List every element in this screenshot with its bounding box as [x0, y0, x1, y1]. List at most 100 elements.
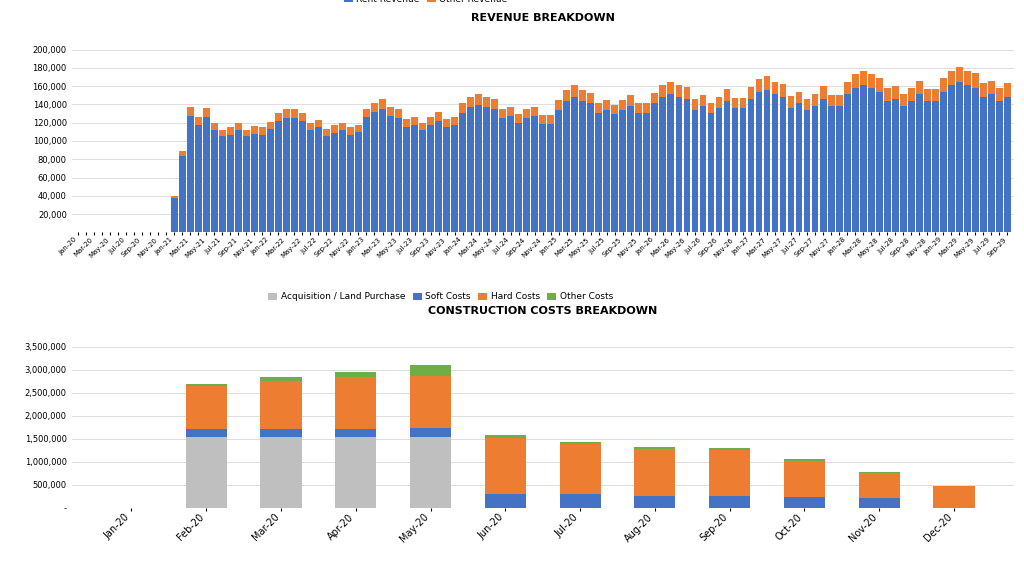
Bar: [403, 119, 410, 128]
Bar: [523, 109, 530, 118]
Bar: [812, 94, 818, 106]
Bar: [185, 429, 227, 437]
Bar: [307, 123, 313, 130]
Bar: [924, 89, 931, 101]
Bar: [683, 87, 690, 99]
Bar: [419, 130, 426, 233]
Bar: [507, 107, 514, 117]
Bar: [636, 113, 642, 233]
Bar: [395, 118, 402, 233]
Bar: [884, 88, 891, 101]
Bar: [335, 372, 377, 377]
Bar: [291, 109, 298, 118]
Bar: [427, 117, 434, 125]
Bar: [484, 438, 526, 494]
Bar: [379, 109, 386, 233]
Bar: [443, 128, 450, 233]
Bar: [787, 108, 795, 233]
Bar: [964, 70, 971, 85]
Bar: [787, 96, 795, 108]
Bar: [347, 134, 354, 233]
Bar: [860, 85, 866, 233]
Bar: [355, 132, 361, 233]
Bar: [908, 88, 914, 101]
Bar: [620, 110, 627, 233]
Bar: [185, 386, 227, 429]
Bar: [699, 95, 707, 106]
Bar: [171, 198, 177, 233]
Bar: [275, 113, 282, 121]
Bar: [748, 99, 755, 233]
Bar: [611, 114, 618, 233]
Bar: [731, 108, 738, 233]
Bar: [748, 87, 755, 99]
Bar: [955, 67, 963, 83]
Bar: [580, 90, 586, 101]
Bar: [764, 76, 770, 90]
Bar: [331, 125, 338, 133]
Bar: [779, 84, 786, 97]
Bar: [683, 99, 690, 233]
Bar: [307, 130, 313, 233]
Bar: [323, 136, 330, 233]
Bar: [186, 117, 194, 233]
Bar: [756, 79, 763, 92]
Bar: [364, 117, 370, 233]
Bar: [475, 94, 482, 106]
Bar: [708, 113, 715, 233]
Bar: [636, 103, 642, 113]
Bar: [628, 95, 634, 106]
Bar: [275, 121, 282, 233]
Bar: [571, 97, 579, 233]
Bar: [347, 128, 354, 134]
Bar: [299, 113, 306, 121]
Bar: [892, 86, 899, 99]
Bar: [259, 134, 266, 233]
Bar: [716, 108, 722, 233]
Bar: [260, 377, 302, 381]
Bar: [668, 94, 674, 233]
Bar: [595, 103, 602, 113]
Bar: [410, 428, 452, 437]
Bar: [559, 494, 601, 508]
Bar: [540, 123, 546, 233]
Bar: [1004, 83, 1011, 97]
Bar: [783, 461, 825, 497]
Bar: [179, 151, 185, 156]
Bar: [540, 115, 546, 123]
Bar: [796, 103, 803, 233]
Bar: [709, 496, 751, 508]
Bar: [819, 99, 826, 233]
Bar: [410, 376, 452, 428]
Bar: [739, 98, 746, 108]
Bar: [339, 123, 346, 130]
Bar: [980, 97, 987, 233]
Bar: [203, 108, 210, 117]
Bar: [563, 101, 570, 233]
Bar: [884, 101, 891, 233]
Bar: [492, 99, 498, 109]
Bar: [724, 101, 730, 233]
Bar: [908, 101, 914, 233]
Bar: [419, 123, 426, 130]
Bar: [219, 130, 225, 136]
Bar: [876, 78, 883, 92]
Bar: [492, 109, 498, 233]
Bar: [335, 429, 377, 437]
Bar: [858, 473, 900, 497]
Bar: [459, 103, 466, 113]
Bar: [783, 497, 825, 508]
Bar: [1004, 97, 1011, 233]
Bar: [323, 129, 330, 136]
Bar: [483, 107, 490, 233]
Bar: [819, 86, 826, 99]
Bar: [844, 94, 851, 233]
Bar: [996, 101, 1002, 233]
Bar: [371, 103, 378, 112]
Bar: [940, 78, 946, 92]
Bar: [452, 117, 458, 125]
Bar: [940, 92, 946, 233]
Bar: [283, 118, 290, 233]
Bar: [932, 89, 939, 101]
Bar: [234, 123, 242, 130]
